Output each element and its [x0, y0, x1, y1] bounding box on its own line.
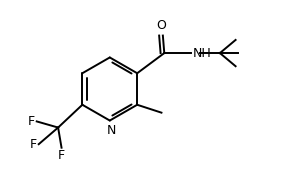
Text: O: O: [156, 19, 166, 32]
Text: NH: NH: [193, 48, 212, 61]
Text: F: F: [29, 138, 37, 151]
Text: F: F: [27, 115, 35, 128]
Text: F: F: [58, 149, 65, 162]
Text: N: N: [107, 124, 116, 137]
